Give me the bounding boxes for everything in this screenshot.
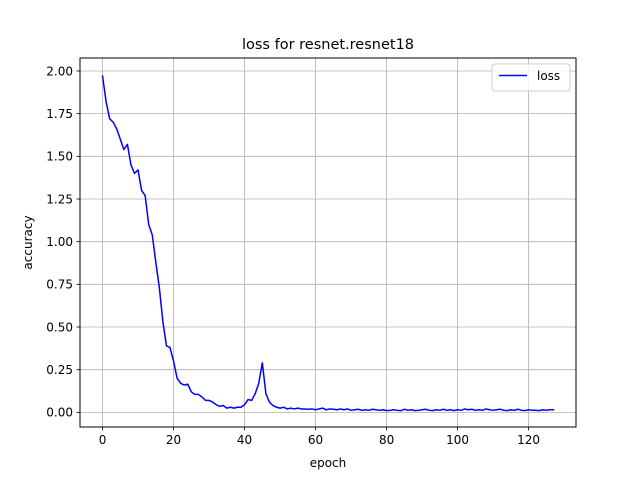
y-ticks: 0.00 0.25 0.50 0.75 1.00 1.25 1.50 1.75 2.00 (46, 64, 80, 420)
series-line-loss (101, 75, 555, 412)
y-tick-label: 1.75 (46, 107, 73, 121)
y-tick-label: 1.50 (46, 150, 73, 164)
x-tick-label: 100 (446, 433, 469, 447)
legend-box (491, 63, 571, 92)
y-tick-label: 0.75 (46, 278, 73, 292)
x-tick-label: 0 (99, 433, 107, 447)
y-tick-label: 2.00 (46, 64, 73, 78)
x-axis-label: epoch (310, 456, 347, 470)
y-tick-label: 0.00 (46, 406, 73, 420)
x-ticks: 0 20 40 60 80 100 120 (99, 427, 540, 447)
y-tick-label: 1.00 (46, 235, 73, 249)
grid-lines (80, 58, 576, 427)
legend-label-loss: loss (537, 69, 560, 83)
plot-frame (79, 57, 577, 428)
x-tick-label: 40 (237, 433, 252, 447)
x-tick-label: 120 (517, 433, 540, 447)
y-tick-label: 0.25 (46, 363, 73, 377)
legend: loss (491, 63, 571, 92)
x-tick-label: 80 (379, 433, 394, 447)
x-tick-label: 60 (308, 433, 323, 447)
series-layer (101, 75, 555, 412)
y-tick-label: 0.50 (46, 320, 73, 334)
x-tick-label: 20 (166, 433, 181, 447)
y-axis-label: accuracy (21, 215, 35, 269)
chart-title: loss for resnet.resnet18 (242, 37, 414, 53)
y-tick-label: 1.25 (46, 192, 73, 206)
